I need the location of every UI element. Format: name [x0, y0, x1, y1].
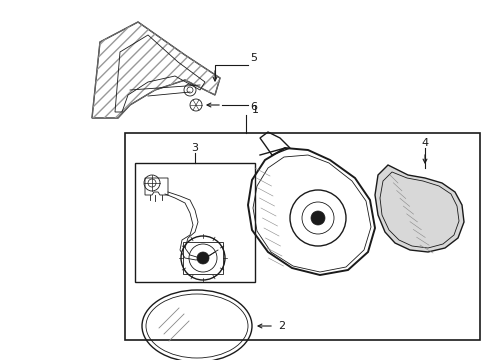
Text: 2: 2	[278, 321, 285, 331]
Circle shape	[310, 211, 325, 225]
Text: 1: 1	[251, 105, 259, 115]
Text: 5: 5	[249, 53, 257, 63]
Text: 3: 3	[191, 143, 198, 153]
Text: 4: 4	[421, 138, 427, 148]
Circle shape	[197, 252, 208, 264]
Polygon shape	[374, 165, 463, 252]
Text: 6: 6	[249, 102, 257, 112]
